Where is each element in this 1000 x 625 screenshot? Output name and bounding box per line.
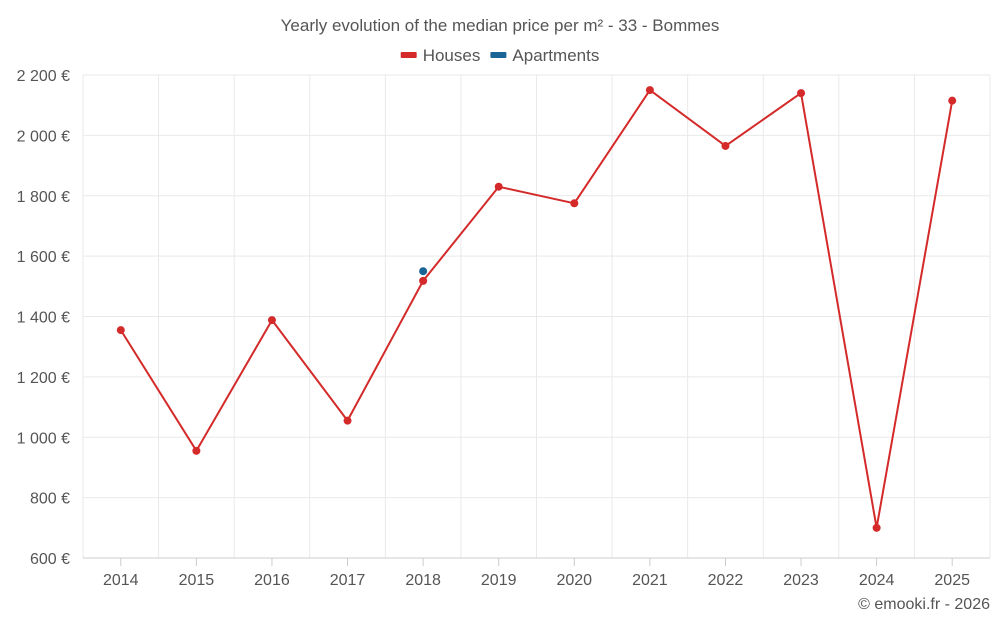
data-point-houses <box>948 96 957 105</box>
axes: 600 € 800 € 1 000 € 1 200 € 1 400 € 1 600 € 1 … <box>17 68 990 589</box>
data-point-houses <box>797 89 806 98</box>
x-tick-label: 2020 <box>556 572 592 589</box>
x-tick-label: 2019 <box>481 572 517 589</box>
legend-swatch <box>400 52 417 58</box>
y-tick-label: 2 200 € <box>17 68 70 85</box>
x-tick-label: 2021 <box>632 572 668 589</box>
x-tick-label: 2016 <box>254 572 290 589</box>
y-tick-label: 1 800 € <box>17 189 70 206</box>
x-tick-label: 2024 <box>859 572 895 589</box>
y-tick-label: 1 400 € <box>17 310 70 327</box>
data-point-houses <box>721 141 730 150</box>
x-tick-label: 2015 <box>179 572 215 589</box>
data-point-apartments <box>419 267 428 276</box>
data-point-houses <box>343 416 352 425</box>
data-point-houses <box>645 86 654 95</box>
data-point-houses <box>192 446 201 455</box>
y-tick-label: 800 € <box>30 491 70 508</box>
x-tick-label: 2014 <box>103 572 139 589</box>
legend-item-apartments: Apartments <box>490 46 599 65</box>
y-tick-label: 1 600 € <box>17 249 70 266</box>
legend-label: Houses <box>423 46 481 65</box>
y-tick-label: 1 000 € <box>17 430 70 447</box>
data-point-houses <box>570 199 579 208</box>
x-tick-label: 2023 <box>783 572 819 589</box>
legend: Houses Apartments <box>400 46 599 65</box>
series-line-houses <box>119 89 954 529</box>
y-tick-label: 1 200 € <box>17 370 70 387</box>
series <box>116 86 957 532</box>
data-point-houses <box>267 316 276 325</box>
chart-title: Yearly evolution of the median price per… <box>281 16 720 35</box>
y-tick-label: 2 000 € <box>17 128 70 145</box>
data-point-houses <box>419 276 428 285</box>
credit-text: © emooki.fr - 2026 <box>858 596 990 613</box>
data-point-houses <box>494 182 503 191</box>
y-tick-label: 600 € <box>30 551 70 568</box>
legend-swatch <box>490 52 507 58</box>
data-point-houses <box>116 326 125 335</box>
legend-label: Apartments <box>512 46 599 65</box>
data-point-houses <box>872 523 881 532</box>
x-tick-label: 2017 <box>330 572 366 589</box>
x-tick-label: 2018 <box>405 572 441 589</box>
legend-item-houses: Houses <box>400 46 481 65</box>
x-tick-label: 2025 <box>934 572 970 589</box>
grid <box>82 74 991 558</box>
x-tick-label: 2022 <box>708 572 744 589</box>
